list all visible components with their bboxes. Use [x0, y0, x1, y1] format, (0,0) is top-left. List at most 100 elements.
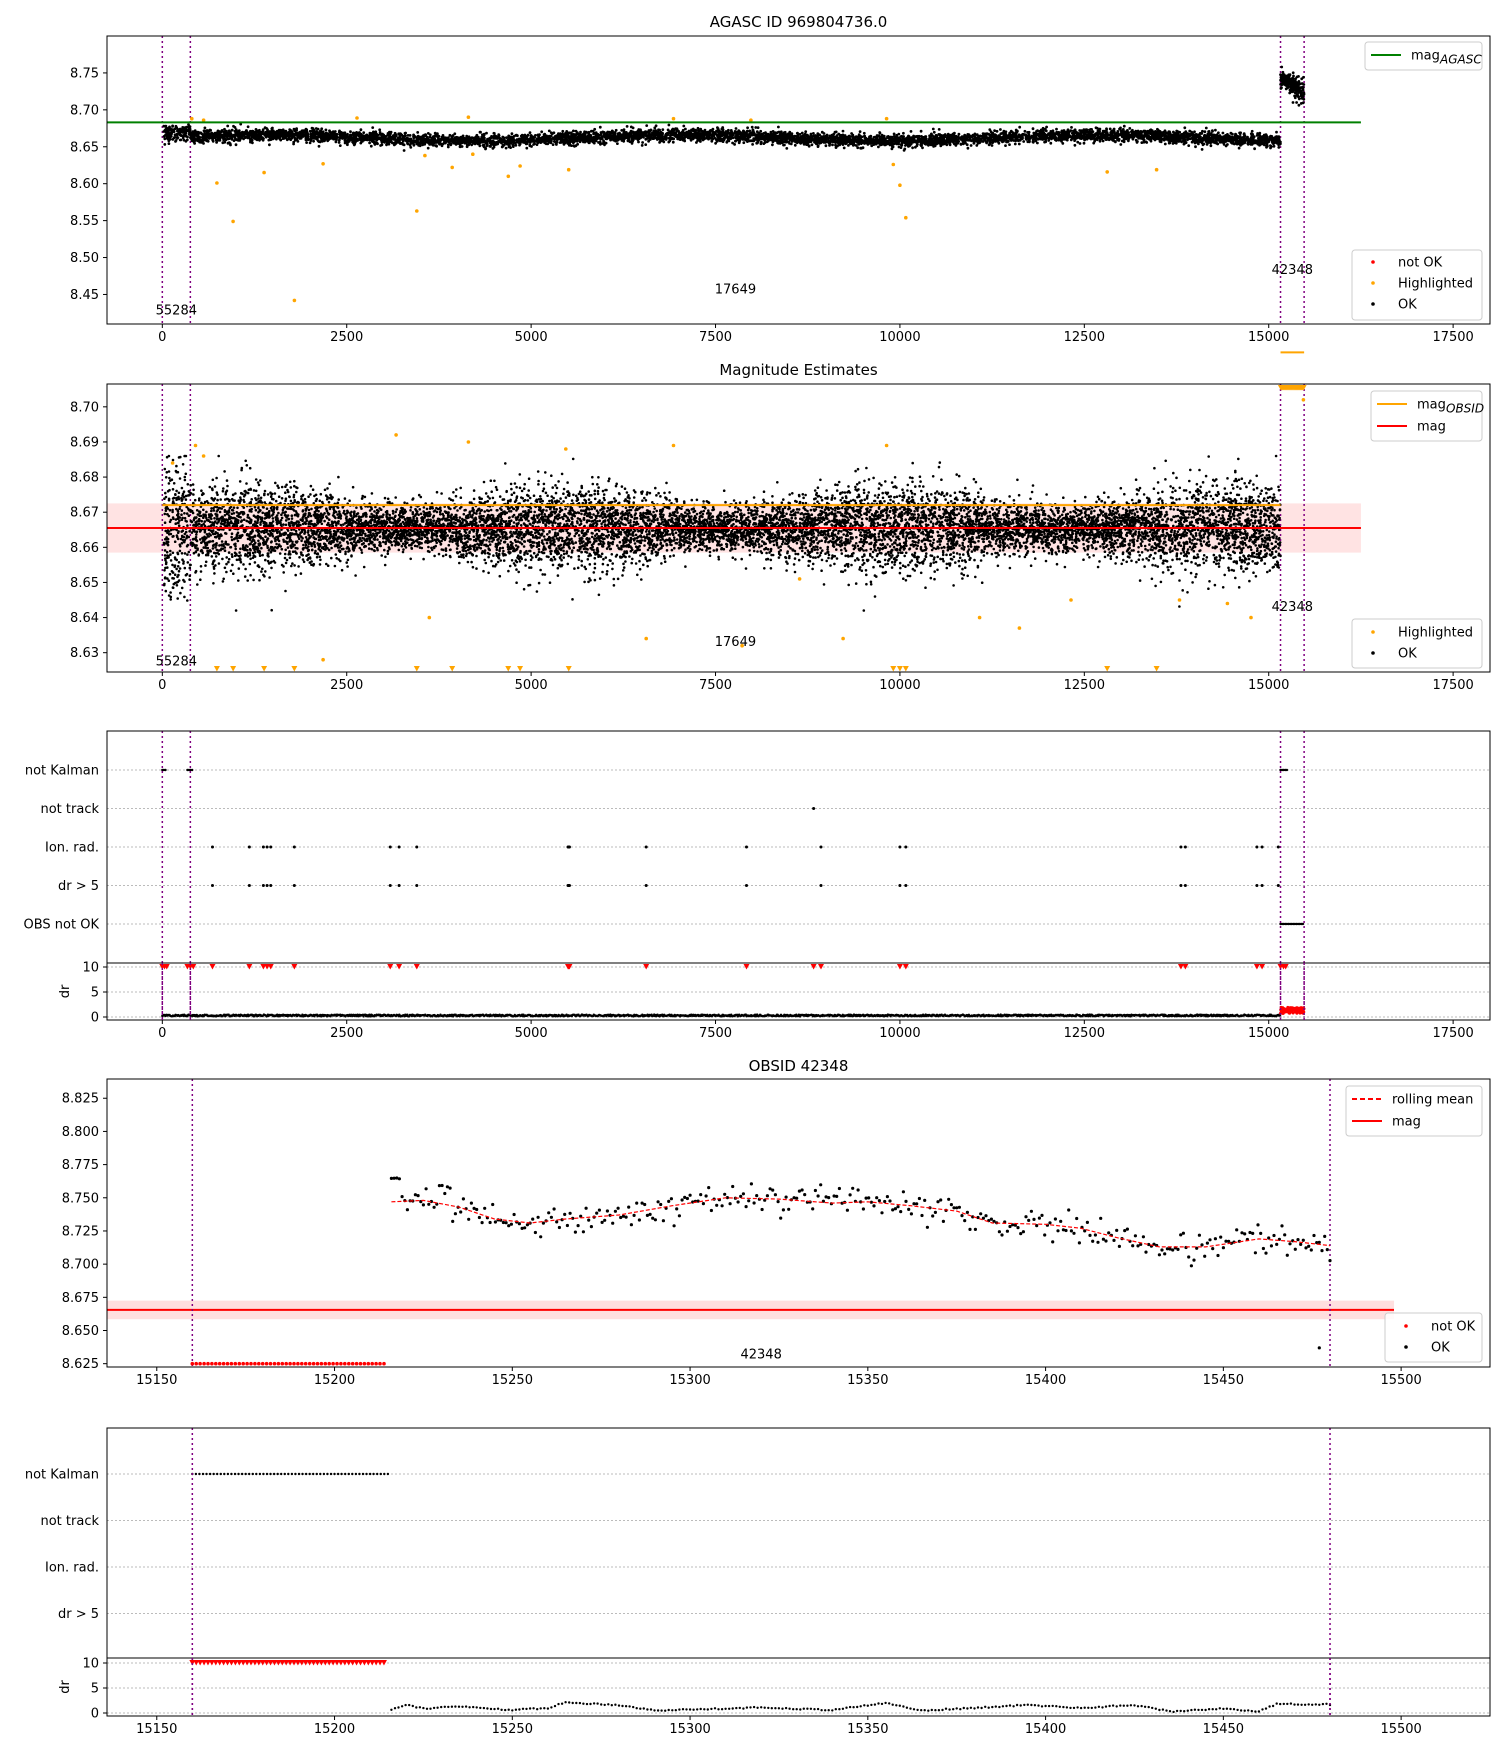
flag-point [292, 884, 296, 887]
data-point [1017, 626, 1022, 630]
legend-label: OK [1398, 298, 1417, 313]
data-point [1105, 170, 1109, 174]
dr-ok-points [161, 1013, 1282, 1018]
data-point-offscale [294, 1660, 301, 1666]
dr-capped-markers [159, 964, 1289, 970]
data-point [977, 615, 982, 620]
data-point [170, 461, 175, 465]
legend-label: not OK [1398, 256, 1443, 271]
data-point-offscale [267, 1660, 274, 1666]
flag-point [1183, 845, 1187, 849]
obsid-label: 42348 [1272, 263, 1313, 278]
chart-flags-full: not Kalman not track Ion. rad. dr > 5 OBS no… [24, 730, 1491, 1041]
flag-point [904, 884, 908, 887]
x-tick-label: 15200 [314, 1722, 355, 1737]
data-point [891, 162, 896, 167]
flag-point [644, 845, 648, 849]
x-tick-label: 17500 [1432, 1026, 1473, 1041]
data-point-offscale [743, 964, 750, 970]
legend-box [1384, 1312, 1483, 1363]
y-tick-label: 8.650 [62, 1324, 99, 1339]
flag-point [210, 845, 214, 849]
legend-label-subscript: OBSID [1446, 402, 1484, 416]
data-point-offscale [283, 1660, 290, 1666]
x-tick-label: 2500 [330, 330, 363, 345]
data-point [506, 174, 511, 179]
flag-point [415, 845, 419, 849]
legend-points: not OK Highlighted OK [1351, 249, 1483, 321]
data-point-offscale [387, 964, 394, 970]
obsid-label: 55284 [156, 304, 197, 319]
data-point-offscale [902, 964, 909, 970]
legend-label: not OK [1431, 1320, 1476, 1335]
data-point-offscale [212, 1660, 219, 1666]
data-point-offscale [236, 1660, 243, 1666]
y-tick-label: 8.70 [70, 103, 99, 118]
x-tick-label: 5000 [515, 678, 548, 693]
x-tick-label: 15150 [136, 1373, 177, 1388]
data-point-offscale [267, 964, 274, 970]
y-tick-label: 8.67 [70, 506, 99, 521]
data-point-offscale [1182, 964, 1189, 970]
x-tick-label: 7500 [699, 330, 732, 345]
obsid-label: 42348 [1272, 600, 1313, 615]
x-tick-label: 15500 [1380, 1373, 1421, 1388]
data-point-offscale [291, 666, 298, 672]
chart-obsid-42348: OBSID 42348 42348 15150 15200 15250 15300 1535… [62, 1057, 1491, 1388]
data-point [1154, 167, 1159, 172]
data-point-offscale [220, 1660, 227, 1666]
flag-point [1183, 884, 1187, 887]
legend-marker-swatch [1371, 260, 1375, 264]
legend-label: mag [1417, 420, 1446, 435]
data-point [644, 636, 648, 641]
flag-point [1276, 884, 1280, 887]
data-point-offscale [369, 1660, 376, 1666]
flag-point [261, 884, 265, 887]
y-tick-label: 8.69 [70, 435, 99, 450]
x-tick-label: 7500 [699, 678, 732, 693]
y-tick-label: 8.725 [62, 1224, 99, 1239]
flag-point [1276, 845, 1280, 849]
data-point [884, 443, 889, 448]
data-point-offscale [255, 1660, 262, 1666]
data-point [201, 454, 206, 458]
data-point-offscale [213, 666, 220, 672]
data-point-offscale [334, 1660, 341, 1666]
highlighted-points [170, 398, 1306, 662]
obsid-label: 42348 [740, 1347, 781, 1362]
x-tick-label: 17500 [1432, 678, 1473, 693]
data-point-offscale [330, 1660, 337, 1666]
chart-title: Magnitude Estimates [719, 361, 877, 379]
data-point-offscale [291, 964, 298, 970]
data-point-offscale [208, 1660, 215, 1666]
data-point-offscale [341, 1660, 348, 1666]
x-tick-label: 15200 [314, 1373, 355, 1388]
data-point [671, 443, 676, 448]
flag-row-label: OBS not OK [24, 918, 100, 933]
data-point-offscale [1104, 666, 1111, 672]
data-point-offscale [197, 1660, 204, 1666]
data-point-offscale [318, 1660, 325, 1666]
flag-point [567, 845, 571, 849]
flag-point [247, 884, 251, 887]
data-point [898, 183, 902, 187]
flag-point [1179, 884, 1183, 887]
flag-row-label: not track [40, 802, 99, 817]
y-tick-label: 8.775 [62, 1158, 99, 1173]
flag-point [898, 884, 902, 887]
notok-points [190, 1361, 386, 1366]
data-point-offscale [1177, 964, 1184, 970]
flag-row-not-kalman [161, 768, 1289, 772]
data-point-offscale [224, 1660, 231, 1666]
y-tick-label: 8.825 [62, 1092, 99, 1107]
data-point-offscale [413, 964, 420, 970]
flag-point [1255, 845, 1259, 849]
flag-point [388, 884, 392, 887]
data-point-offscale [204, 1660, 211, 1666]
flag-point [819, 884, 823, 887]
data-point-offscale [163, 964, 170, 970]
x-tick-label: 15500 [1380, 1722, 1421, 1737]
data-point-offscale [193, 1660, 200, 1666]
legend-marker-swatch [1404, 1324, 1408, 1328]
data-point-offscale [1253, 964, 1260, 970]
